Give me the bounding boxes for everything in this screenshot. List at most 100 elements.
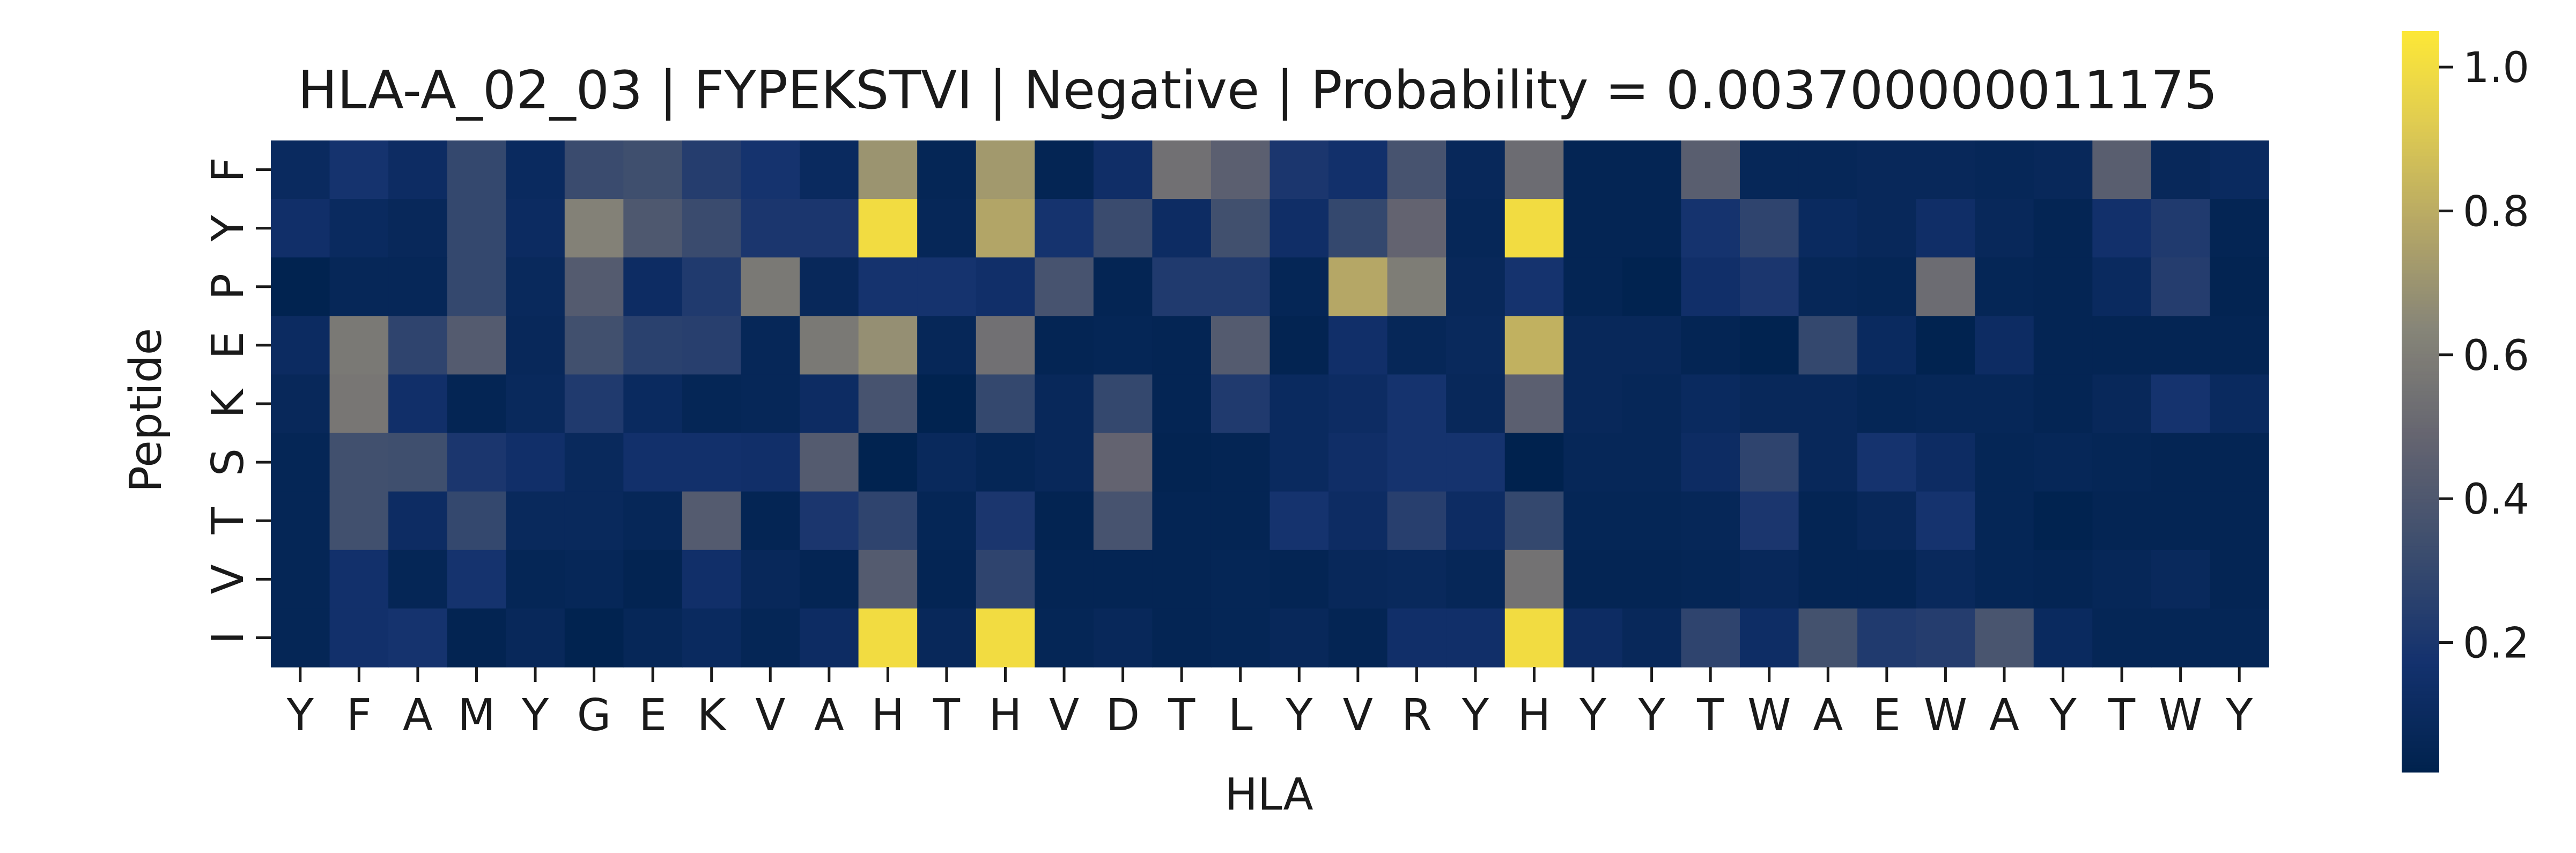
colorbar-segment <box>2402 290 2439 294</box>
heatmap-cell <box>2210 374 2269 434</box>
colorbar-segment <box>2402 303 2439 308</box>
heatmap-cell <box>800 257 859 317</box>
heatmap-cell <box>329 608 389 667</box>
y-tick-label: F <box>203 157 254 182</box>
heatmap-cell <box>917 199 977 258</box>
heatmap-cell <box>1504 257 1564 317</box>
colorbar-segment <box>2402 469 2439 473</box>
heatmap-cell <box>917 491 977 551</box>
heatmap-cell <box>1739 199 1799 258</box>
heatmap-cell <box>800 491 859 551</box>
colorbar-segment <box>2402 317 2439 322</box>
colorbar-segment <box>2402 641 2439 645</box>
heatmap-cell <box>447 199 507 258</box>
heatmap-cell <box>858 433 918 492</box>
colorbar-segment <box>2402 179 2439 183</box>
heatmap-cell <box>506 491 565 551</box>
colorbar-segment <box>2402 536 2439 540</box>
heatmap-cell <box>623 316 683 375</box>
heatmap-cell <box>506 199 565 258</box>
colorbar-segment <box>2402 731 2439 736</box>
colorbar-segment <box>2402 229 2439 234</box>
heatmap-cell <box>1387 491 1446 551</box>
heatmap-cell <box>858 550 918 609</box>
heatmap-cell <box>623 257 683 317</box>
heatmap-cell <box>2210 550 2269 609</box>
colorbar: 0.2 0.4 0.6 0.8 1.0 <box>2402 31 2529 773</box>
heatmap-cell <box>1857 433 1917 492</box>
heatmap-cell <box>1446 257 1505 317</box>
heatmap-cell <box>2210 433 2269 492</box>
colorbar-segment <box>2402 704 2439 709</box>
heatmap-cell <box>2092 374 2152 434</box>
colorbar-segment <box>2402 550 2439 554</box>
heatmap-cell <box>2151 550 2211 609</box>
heatmap-cell <box>1504 433 1564 492</box>
heatmap-cell <box>2092 140 2152 199</box>
heatmap-cell <box>2092 433 2152 492</box>
y-tick-label: S <box>203 448 254 476</box>
heatmap-cell <box>388 257 448 317</box>
heatmap-cell <box>506 550 565 609</box>
heatmap-cell <box>1035 316 1094 375</box>
heatmap-cell <box>800 199 859 258</box>
heatmap-cell <box>2151 257 2211 317</box>
heatmap-cell <box>1563 257 1623 317</box>
colorbar-segment <box>2402 570 2439 574</box>
colorbar-segment <box>2402 391 2439 396</box>
colorbar-segment <box>2402 654 2439 658</box>
x-tick-label: H <box>872 690 905 741</box>
heatmap-cell <box>1211 140 1271 199</box>
heatmap-cell <box>1328 316 1388 375</box>
x-tick-label: T <box>2108 690 2136 741</box>
heatmap-cell <box>1093 257 1153 317</box>
heatmap-cell <box>2092 199 2152 258</box>
y-tick-label: I <box>203 631 254 644</box>
colorbar-segment <box>2402 203 2439 207</box>
heatmap-cell <box>388 316 448 375</box>
heatmap-cell <box>682 199 742 258</box>
heatmap-cell <box>1504 491 1564 551</box>
colorbar-segment <box>2402 266 2439 271</box>
heatmap-cell <box>682 550 742 609</box>
colorbar-segment <box>2402 132 2439 136</box>
heatmap-cell <box>2033 608 2093 667</box>
heatmap-cell <box>1563 433 1623 492</box>
colorbar-segment <box>2402 556 2439 561</box>
x-tick-label: W <box>2159 690 2202 741</box>
colorbar-segment <box>2402 752 2439 756</box>
colorbar-segment <box>2402 513 2439 517</box>
heatmap-cell <box>623 140 683 199</box>
colorbar-segment <box>2402 85 2439 89</box>
x-tick-label: D <box>1106 690 1140 741</box>
heatmap-cell <box>564 316 624 375</box>
x-tick-label: A <box>403 690 433 741</box>
colorbar-segment <box>2402 395 2439 399</box>
heatmap-cell <box>1152 374 1212 434</box>
heatmap-cell <box>1739 608 1799 667</box>
y-axis-label: Peptide <box>121 328 172 492</box>
x-tick-label: K <box>697 690 727 741</box>
colorbar-segment <box>2402 691 2439 695</box>
heatmap-cell <box>1798 433 1858 492</box>
heatmap-cell <box>1622 550 1682 609</box>
heatmap-cell <box>1857 608 1917 667</box>
heatmap-cell <box>1328 199 1388 258</box>
heatmap-cell <box>1387 316 1446 375</box>
heatmap-cell <box>1504 140 1564 199</box>
heatmap-cell <box>800 374 859 434</box>
heatmap-cell <box>564 491 624 551</box>
colorbar-segment <box>2402 509 2439 514</box>
colorbar-segment <box>2402 768 2439 773</box>
colorbar-segment <box>2402 492 2439 496</box>
colorbar-segment <box>2402 324 2439 328</box>
colorbar-segment <box>2402 428 2439 433</box>
colorbar-segment <box>2402 610 2439 614</box>
x-tick-label: Y <box>1579 690 1607 741</box>
heatmap-cell <box>564 550 624 609</box>
colorbar-segment <box>2402 701 2439 706</box>
heatmap-cell <box>1504 550 1564 609</box>
heatmap-cell <box>564 608 624 667</box>
heatmap-cell <box>1975 140 2034 199</box>
